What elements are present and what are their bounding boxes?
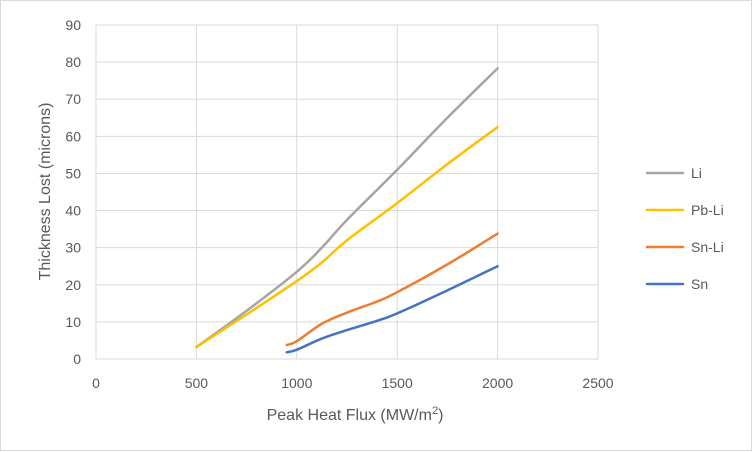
axes: [95, 25, 598, 360]
legend-label-li: Li: [691, 165, 702, 181]
x-axis-title-main: Peak Heat Flux (MW/m: [267, 407, 432, 424]
x-tick-label: 1500: [382, 375, 413, 391]
x-axis-title-suffix: ): [438, 407, 443, 424]
series-line-sn-li: [285, 232, 499, 347]
legend-label-sn: Sn: [691, 276, 708, 292]
y-tick-label: 40: [65, 203, 81, 219]
series-line-li: [195, 67, 499, 349]
series-line-pb-li: [195, 125, 499, 349]
y-tick-label: 80: [65, 54, 81, 70]
tick-labels: 0 10 20 30 40 50 60 70 80 90 0 500 1000 1500 2000 2500: [65, 17, 613, 391]
y-tick-label: 60: [65, 128, 81, 144]
x-axis-title-superscript: 2: [432, 405, 438, 417]
legend: Li Pb-Li Sn-Li Sn: [645, 165, 724, 292]
x-tick-label: 500: [185, 375, 209, 391]
series-line-sn: [285, 264, 499, 354]
y-tick-label: 30: [65, 240, 81, 256]
legend-label-sn-li: Sn-Li: [691, 239, 724, 255]
y-tick-label: 0: [73, 351, 81, 367]
series-layer: [195, 67, 499, 354]
y-tick-label: 90: [65, 17, 81, 33]
x-tick-label: 1000: [281, 375, 312, 391]
y-tick-label: 10: [65, 314, 81, 330]
x-tick-label: 2500: [582, 375, 613, 391]
y-axis-title: Thickness Lost (microns): [37, 103, 54, 281]
legend-label-pb-li: Pb-Li: [691, 202, 724, 218]
y-tick-label: 20: [65, 277, 81, 293]
y-tick-label: 70: [65, 91, 81, 107]
x-axis-title: Peak Heat Flux (MW/m2): [267, 405, 444, 424]
x-tick-label: 2000: [482, 375, 513, 391]
gridlines: [96, 24, 599, 359]
y-tick-label: 50: [65, 165, 81, 181]
x-tick-label: 0: [92, 375, 100, 391]
